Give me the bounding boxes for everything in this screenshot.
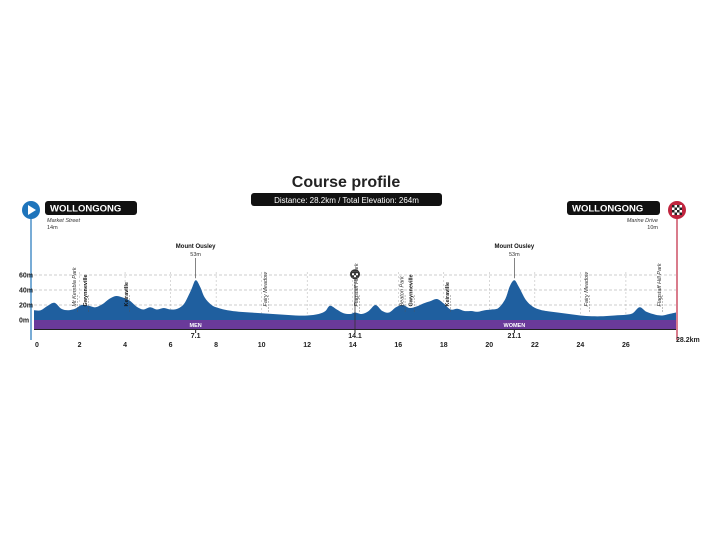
y-tick-label: 40m (19, 288, 33, 295)
lap-flag-check (354, 271, 356, 274)
y-tick-label: 60m (19, 273, 33, 280)
band-label: MEN (190, 323, 202, 329)
finish-city-pill (567, 201, 660, 215)
chart-title: Course profile (292, 174, 401, 191)
start-city: WOLLONGONG (50, 204, 121, 215)
location-label: Mt Kembla Park (72, 267, 78, 306)
lap-flag-check (352, 275, 354, 278)
peak-elevation: 53m (190, 252, 201, 258)
location-label: Fairy Meadow (584, 271, 590, 307)
x-tick-label: 8 (214, 342, 218, 349)
x-tick-label: 4 (123, 342, 127, 349)
start-elevation: 14m (47, 225, 58, 231)
highlight-tick-label: 14.1 (348, 333, 362, 340)
finish-city: WOLLONGONG (572, 204, 643, 215)
location-label: Flagstaff Hill Park (354, 263, 360, 306)
x-end-label: 28.2km (676, 337, 700, 344)
chart-subtitle: Distance: 28.2km / Total Elevation: 264m (274, 196, 419, 205)
start-street: Market Street (47, 218, 80, 224)
lap-flag-check (354, 273, 356, 276)
x-tick-label: 2 (78, 342, 82, 349)
x-tick-label: 24 (576, 342, 584, 349)
location-label: Gwynneville (409, 274, 415, 306)
location-label: Keiraville (445, 282, 451, 306)
peak-layer: Mount Ousley 53m Mount Ousley 53m (176, 244, 535, 329)
play-icon (28, 205, 36, 215)
peak-name: Mount Ousley (176, 244, 216, 250)
x-tick-label: 16 (394, 342, 402, 349)
band-label: WOMEN (504, 323, 526, 329)
location-label: Fairy Meadow (263, 271, 269, 307)
location-label: Keiraville (124, 282, 130, 306)
x-tick-label: 10 (258, 342, 266, 349)
finish-street: Marine Drive (627, 218, 658, 224)
location-label: Beaton Park (400, 276, 406, 307)
subtitle-pill (251, 193, 442, 206)
x-tick-label: 6 (169, 342, 173, 349)
x-tick-label: 12 (303, 342, 311, 349)
x-tick-label: 26 (622, 342, 630, 349)
x-tick-label: 18 (440, 342, 448, 349)
highlight-tick-label: 7.1 (191, 333, 201, 340)
peak-name: Mount Ousley (495, 244, 535, 250)
start-city-pill (45, 201, 137, 215)
location-label: Gwynneville (83, 274, 89, 306)
lap-flag-check (352, 271, 354, 274)
x-tick-label: 0 (35, 342, 39, 349)
lap-flag-check (356, 275, 358, 278)
y-tick-label: 0m (19, 318, 29, 325)
lap-flag-check (356, 271, 358, 274)
location-layer: Mt Kembla Park Gwynneville Keiraville Fairy… (72, 263, 663, 313)
x-tick-label: 20 (485, 342, 493, 349)
peak-elevation: 53m (509, 252, 520, 258)
y-tick-label: 20m (19, 303, 33, 310)
x-tick-label: 22 (531, 342, 539, 349)
x-tick-label: 14 (349, 342, 357, 349)
finish-elevation: 10m (647, 225, 658, 231)
profile-area (34, 280, 676, 320)
checkered-flag-icon (672, 205, 682, 215)
location-label: Flagstaff Hill Park (657, 263, 663, 306)
highlight-tick-label: 21.1 (508, 333, 522, 340)
